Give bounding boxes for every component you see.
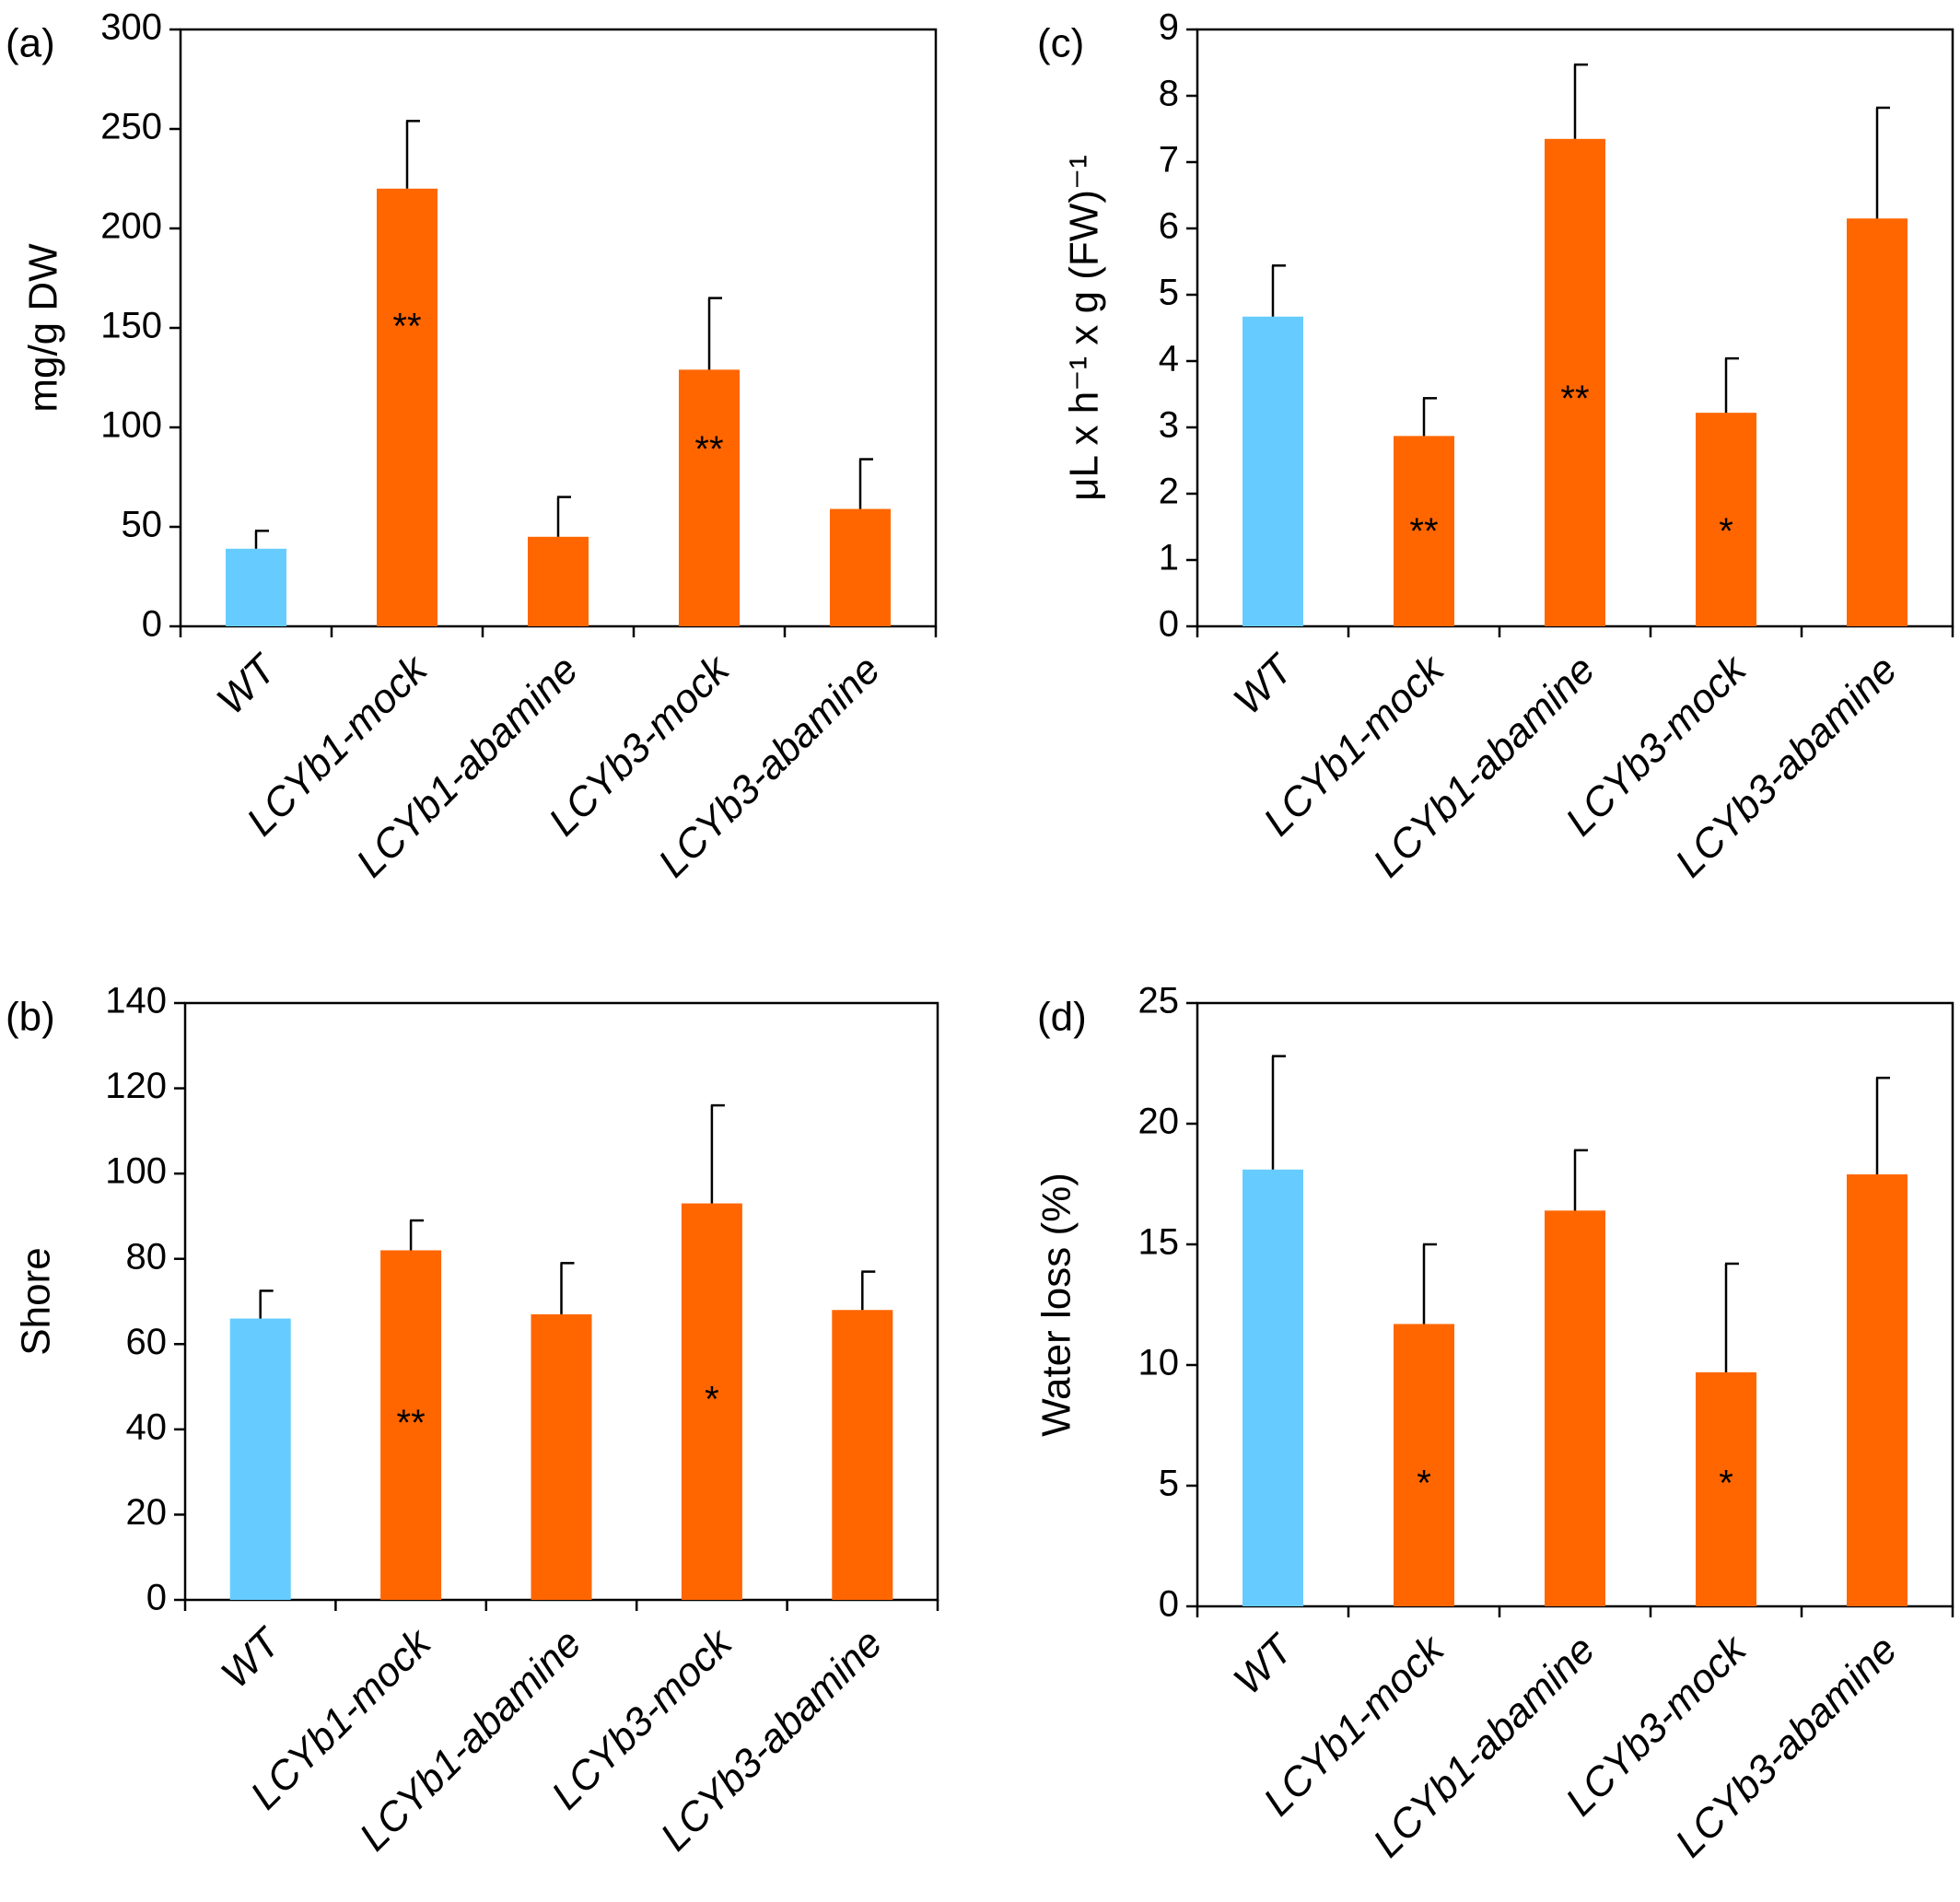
significance-label: *	[1417, 1464, 1431, 1504]
y-axis-label: Water loss (%)	[1034, 1173, 1079, 1437]
significance-label: **	[392, 306, 421, 346]
y-tick-label: 1	[1159, 538, 1179, 578]
y-tick-label: 7	[1159, 140, 1179, 181]
y-tick-label: 20	[126, 1492, 168, 1533]
y-axis-label: Shore	[14, 1247, 59, 1355]
bar	[1847, 218, 1908, 626]
category-label: WT	[1225, 1625, 1303, 1703]
y-tick-label: 120	[105, 1066, 167, 1106]
y-tick-label: 4	[1159, 339, 1179, 379]
y-axis-label: mg/g DW	[21, 243, 66, 413]
panel-label: (c)	[1037, 21, 1084, 66]
y-tick-label: 250	[100, 107, 162, 147]
category-label: WT	[213, 1618, 291, 1697]
y-tick-label: 150	[100, 306, 162, 346]
y-tick-label: 25	[1138, 981, 1180, 1021]
bar	[226, 548, 286, 626]
y-tick-label: 2	[1159, 472, 1179, 512]
bar	[377, 188, 438, 627]
y-tick-label: 60	[126, 1322, 168, 1362]
bar	[1242, 1169, 1303, 1606]
y-tick-label: 15	[1138, 1222, 1180, 1263]
bar	[380, 1250, 442, 1600]
bar	[1394, 436, 1454, 626]
y-tick-label: 8	[1159, 74, 1179, 114]
y-tick-label: 40	[126, 1406, 168, 1447]
bar	[1242, 316, 1303, 626]
bar	[1545, 1210, 1605, 1606]
y-tick-label: 100	[100, 405, 162, 446]
y-tick-label: 100	[105, 1151, 167, 1192]
y-tick-label: 300	[100, 7, 162, 48]
significance-label: **	[1409, 511, 1438, 552]
y-tick-label: 140	[105, 981, 167, 1021]
y-tick-label: 10	[1138, 1343, 1180, 1383]
y-tick-label: 0	[1159, 1584, 1179, 1625]
bar	[229, 1318, 291, 1600]
y-tick-label: 3	[1159, 405, 1179, 446]
y-tick-label: 0	[146, 1578, 167, 1618]
category-label: WT	[1225, 645, 1303, 723]
y-tick-label: 50	[122, 505, 163, 545]
bar	[1696, 413, 1756, 626]
y-tick-label: 200	[100, 206, 162, 247]
bar	[681, 1203, 742, 1600]
significance-label: *	[705, 1379, 719, 1419]
bar	[1545, 138, 1605, 627]
y-tick-label: 5	[1159, 1464, 1179, 1504]
y-tick-label: 6	[1159, 206, 1179, 247]
y-tick-label: 0	[142, 604, 162, 645]
panel-label: (a)	[6, 21, 55, 66]
y-tick-label: 9	[1159, 7, 1179, 48]
y-tick-label: 20	[1138, 1102, 1180, 1142]
significance-label: *	[1719, 1464, 1733, 1504]
bar	[679, 369, 740, 626]
bar	[1847, 1174, 1908, 1606]
y-axis-label: μL x h⁻¹ x g (FW)⁻¹	[1062, 155, 1107, 501]
y-tick-label: 0	[1159, 604, 1179, 645]
significance-label: *	[1719, 511, 1733, 552]
panel-b: (b)020406080100120140ShoreWT**LCYb1-mock…	[6, 981, 939, 1860]
significance-label: **	[397, 1403, 426, 1443]
panel-label: (d)	[1037, 995, 1087, 1040]
bar	[1394, 1324, 1454, 1606]
category-label: WT	[208, 645, 286, 723]
bar	[531, 1313, 592, 1600]
bar	[830, 508, 891, 626]
y-tick-label: 5	[1159, 273, 1179, 313]
bar	[528, 536, 589, 626]
bar	[832, 1310, 893, 1600]
panel-label: (b)	[6, 995, 55, 1040]
significance-label: **	[1560, 379, 1589, 419]
y-tick-label: 80	[126, 1236, 168, 1277]
significance-label: **	[694, 429, 723, 470]
bar	[1696, 1371, 1756, 1606]
